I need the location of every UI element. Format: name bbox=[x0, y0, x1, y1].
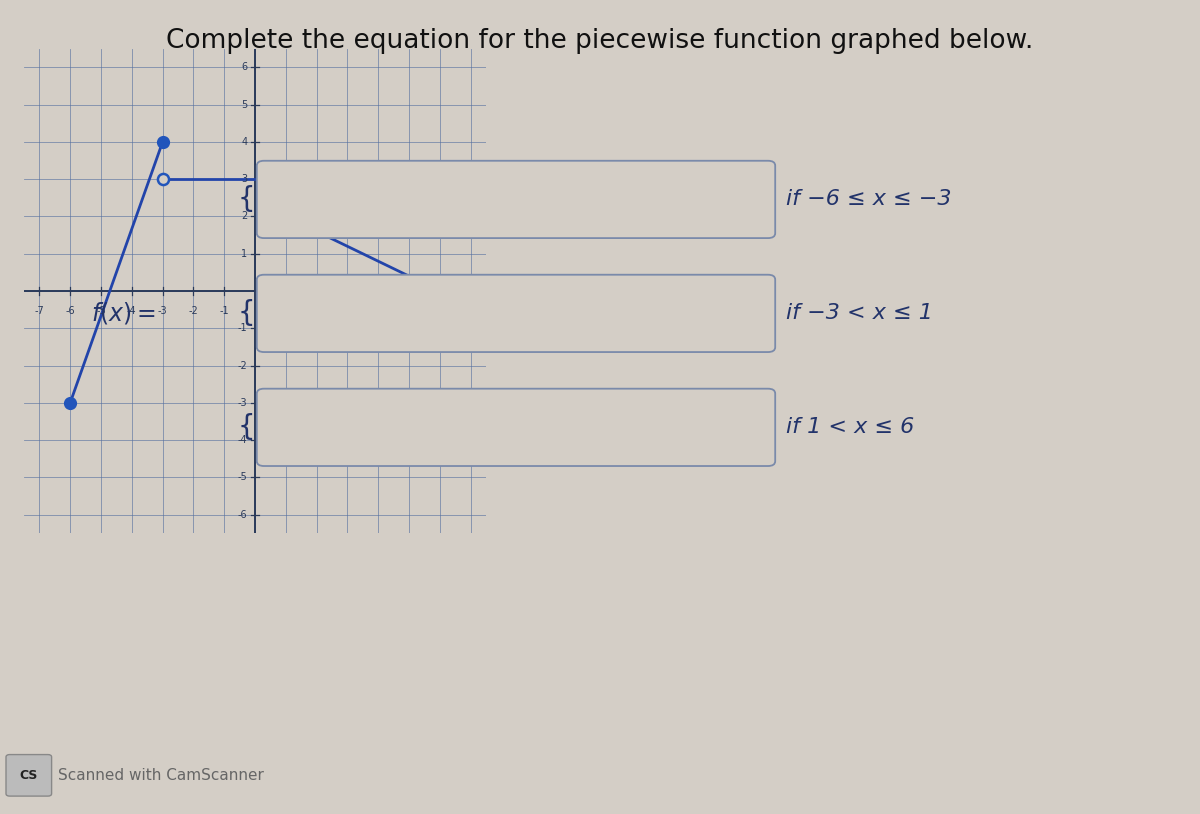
Text: 3: 3 bbox=[241, 174, 247, 184]
Text: if −3 < x ≤ 1: if −3 < x ≤ 1 bbox=[786, 304, 932, 323]
Text: Scanned with CamScanner: Scanned with CamScanner bbox=[58, 768, 264, 783]
Text: -5: -5 bbox=[238, 472, 247, 482]
Text: {: { bbox=[238, 300, 254, 327]
FancyBboxPatch shape bbox=[6, 755, 52, 796]
Text: -3: -3 bbox=[238, 398, 247, 408]
Text: Complete the equation for the piecewise function graphed below.: Complete the equation for the piecewise … bbox=[167, 28, 1033, 55]
Text: -1: -1 bbox=[238, 323, 247, 333]
Text: 4: 4 bbox=[241, 137, 247, 147]
Text: {: { bbox=[238, 414, 254, 441]
Text: 3: 3 bbox=[344, 306, 350, 316]
Text: -6: -6 bbox=[238, 510, 247, 519]
Text: if −6 ≤ x ≤ −3: if −6 ≤ x ≤ −3 bbox=[786, 190, 952, 209]
Text: 2: 2 bbox=[313, 306, 319, 316]
Text: 5: 5 bbox=[241, 100, 247, 110]
Text: 1: 1 bbox=[283, 306, 289, 316]
Text: -7: -7 bbox=[35, 306, 44, 316]
Text: CS: CS bbox=[19, 769, 38, 782]
Text: 6: 6 bbox=[437, 306, 443, 316]
Text: -4: -4 bbox=[127, 306, 137, 316]
Text: 5: 5 bbox=[406, 306, 412, 316]
Text: {: { bbox=[238, 186, 254, 213]
Text: -2: -2 bbox=[188, 306, 198, 316]
Text: $f(x) =$: $f(x) =$ bbox=[91, 300, 156, 326]
Text: 1: 1 bbox=[241, 249, 247, 259]
Text: -2: -2 bbox=[238, 361, 247, 370]
Text: 4: 4 bbox=[376, 306, 382, 316]
Text: -3: -3 bbox=[157, 306, 168, 316]
FancyBboxPatch shape bbox=[257, 161, 775, 239]
Text: 2: 2 bbox=[241, 212, 247, 221]
Text: -1: -1 bbox=[220, 306, 229, 316]
Text: -4: -4 bbox=[238, 435, 247, 445]
FancyBboxPatch shape bbox=[257, 275, 775, 352]
Text: 7: 7 bbox=[468, 306, 474, 316]
Text: -5: -5 bbox=[96, 306, 106, 316]
Text: -6: -6 bbox=[65, 306, 76, 316]
Text: if 1 < x ≤ 6: if 1 < x ≤ 6 bbox=[786, 418, 914, 437]
FancyBboxPatch shape bbox=[257, 389, 775, 466]
Text: 6: 6 bbox=[241, 63, 247, 72]
